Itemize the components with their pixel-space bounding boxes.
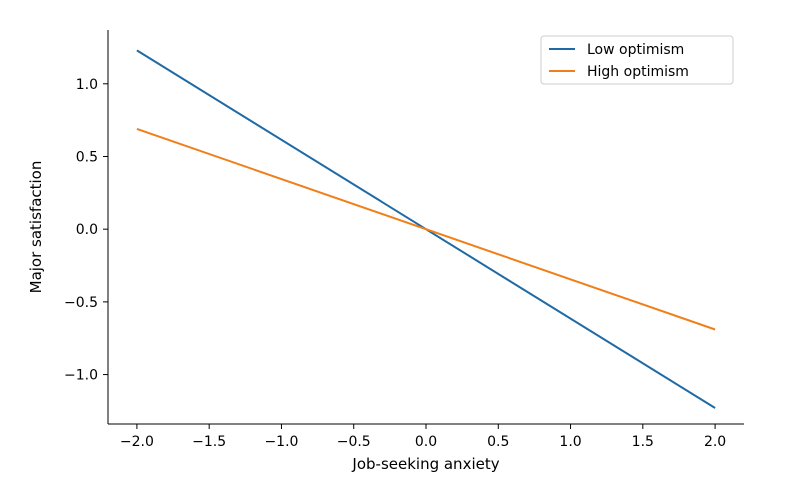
y-tick-label: 0.0 xyxy=(76,222,98,238)
x-tick-label: −0.5 xyxy=(337,434,371,450)
legend: Low optimism High optimism xyxy=(540,35,734,85)
y-tick-label: 0.5 xyxy=(76,149,98,165)
x-tick-label: −2.0 xyxy=(120,434,154,450)
x-tick-label: 0.5 xyxy=(487,434,509,450)
x-tick-label: 0.0 xyxy=(415,434,437,450)
legend-box xyxy=(540,35,734,85)
x-tick-label: 2.0 xyxy=(704,434,726,450)
series-line-high-optimism xyxy=(136,127,716,331)
axes: −2.0 −1.5 −1.0 −0.5 0.0 0.5 1.0 1.5 2.0 −1.0 −0.5 0… xyxy=(64,30,744,450)
y-tick-label: 1.0 xyxy=(76,77,98,93)
x-tick-label: 1.5 xyxy=(632,434,654,450)
legend-entry: High optimism xyxy=(587,64,689,80)
y-axis-title: Major satisfaction xyxy=(27,161,45,294)
x-tick-label: 1.0 xyxy=(559,434,581,450)
y-tick-label: −1.0 xyxy=(64,368,98,384)
x-axis-title: Job-seeking anxiety xyxy=(351,455,499,473)
legend-entry: Low optimism xyxy=(587,42,684,58)
y-tick-label: −0.5 xyxy=(64,295,98,311)
x-tick-label: −1.5 xyxy=(192,434,226,450)
x-tick-label: −1.0 xyxy=(264,434,298,450)
plot-area xyxy=(136,49,716,409)
